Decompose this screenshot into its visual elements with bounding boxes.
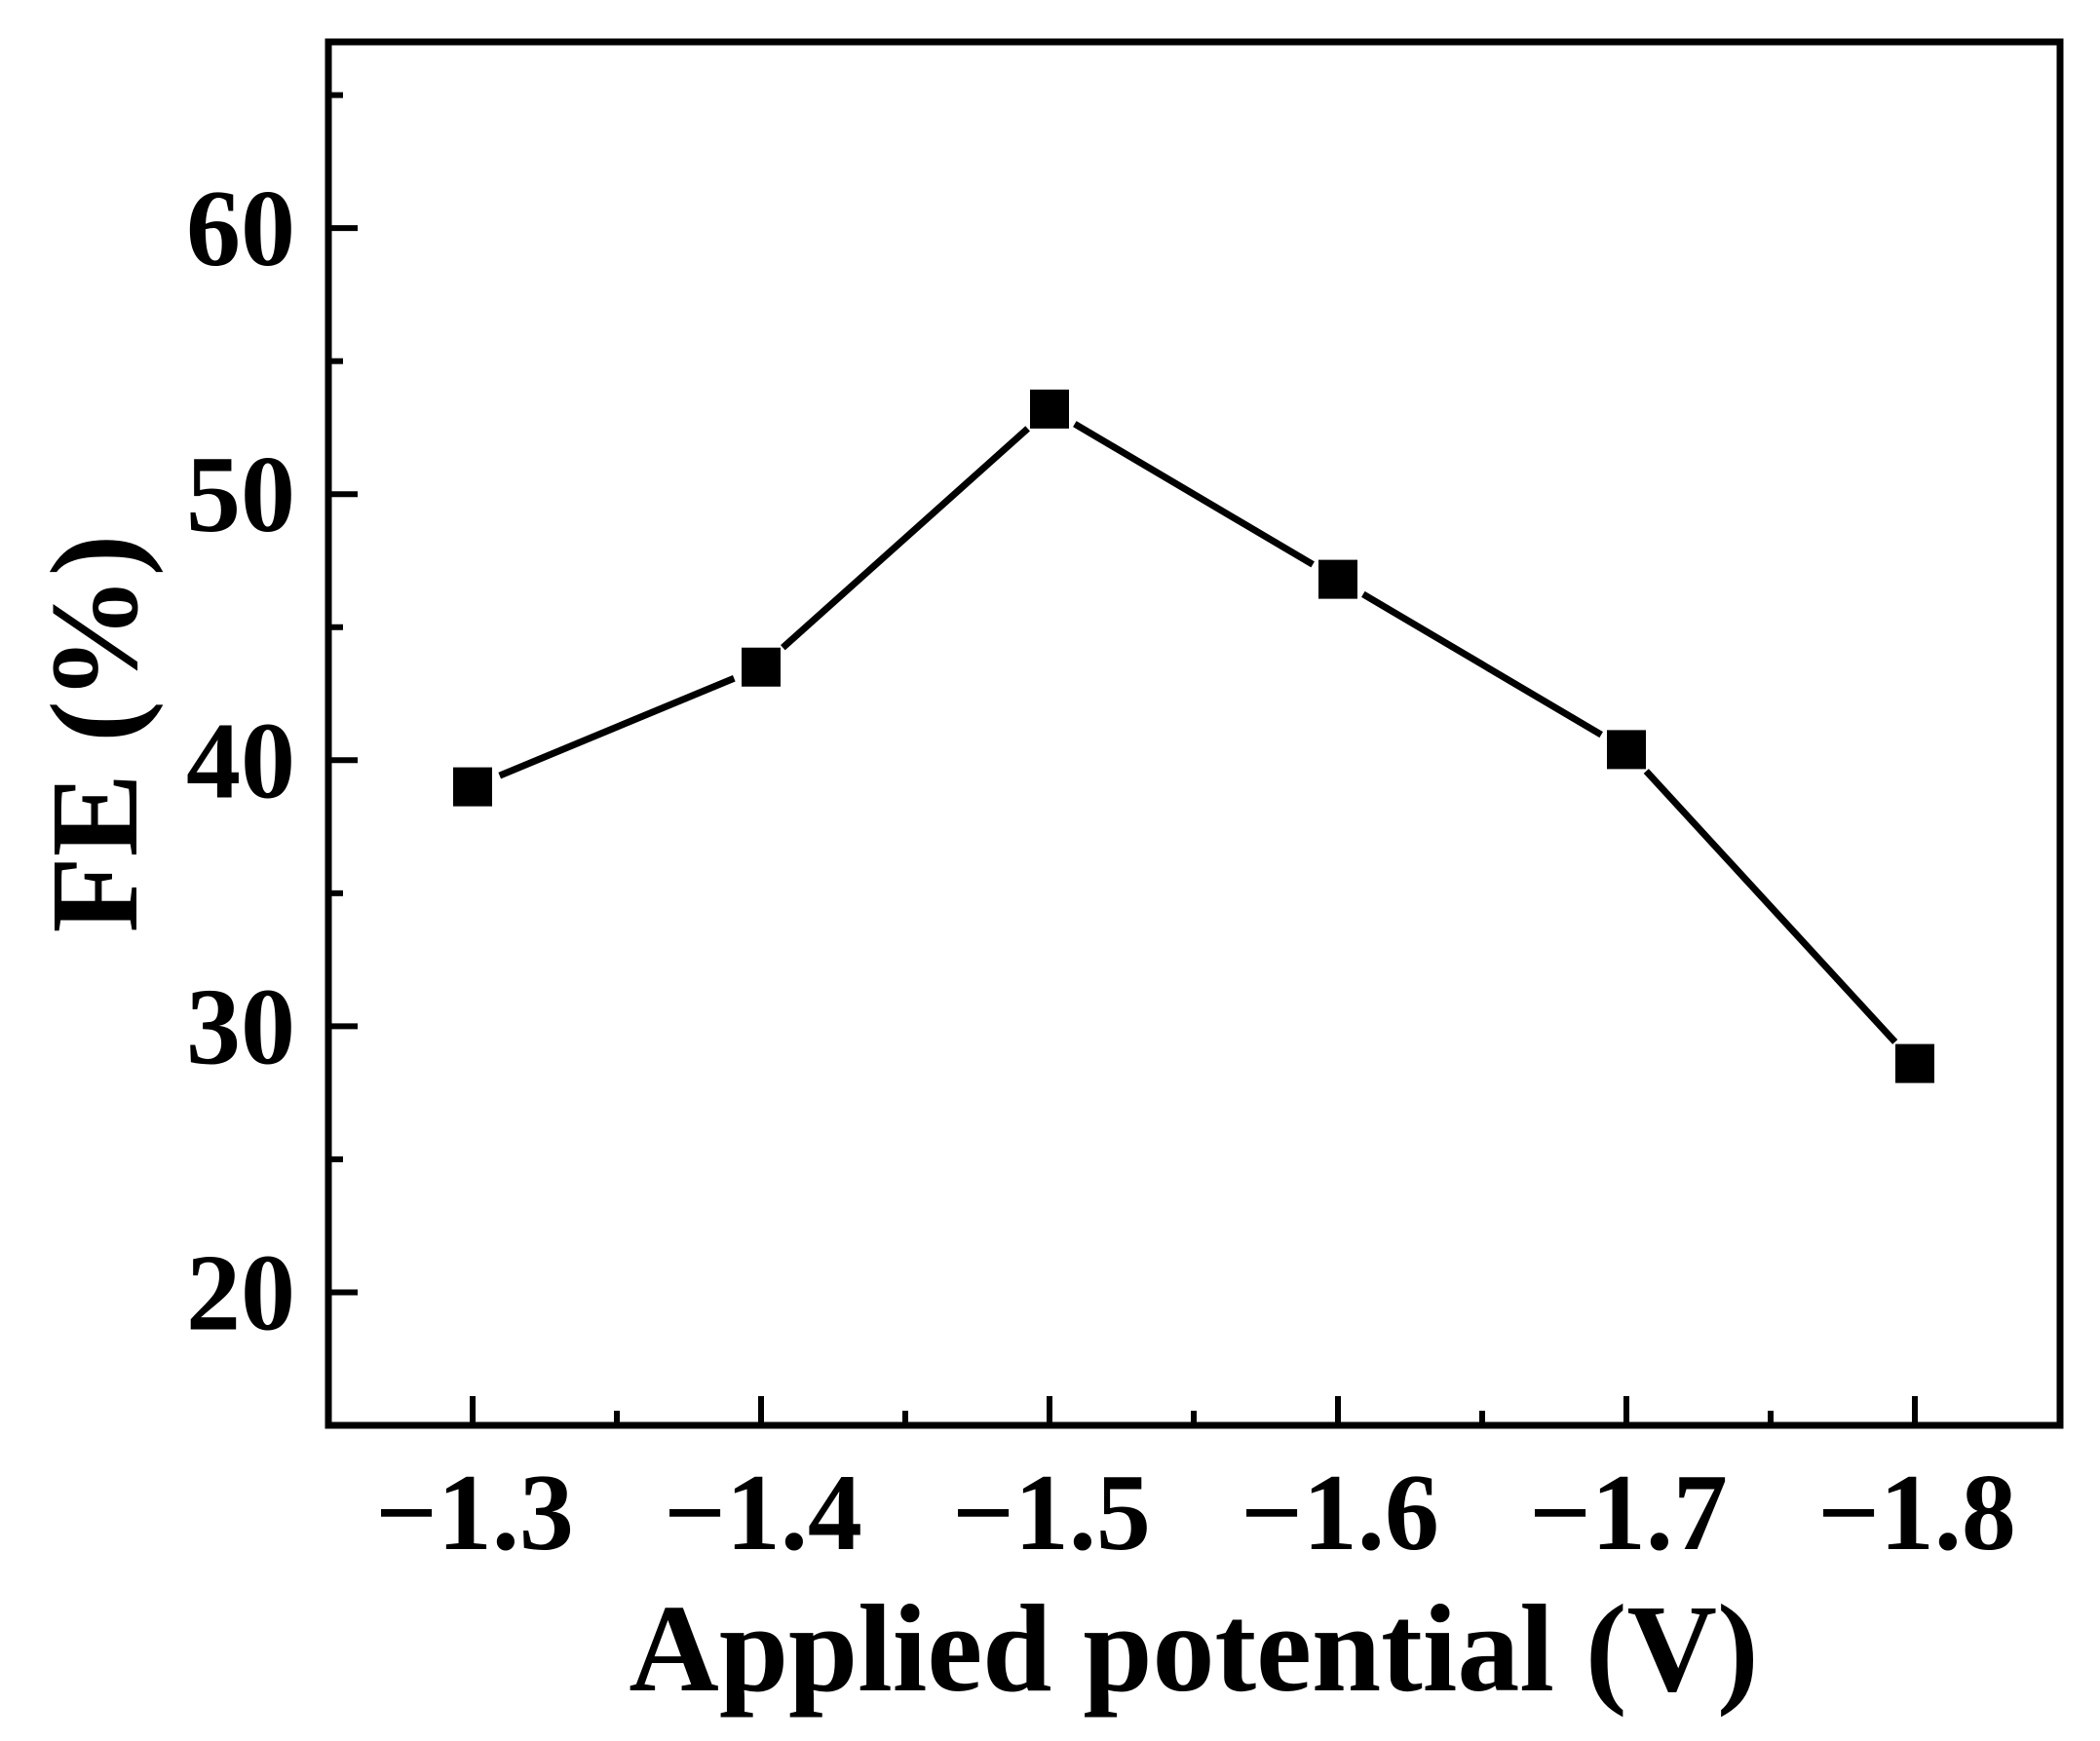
axis-ticks: [328, 92, 1918, 1425]
line-segment: [1073, 421, 1315, 568]
data-point-marker: [453, 767, 492, 807]
line-segment: [1361, 590, 1603, 738]
x-tick-label: −1.7: [1529, 1453, 1728, 1573]
data-point-marker: [1318, 559, 1357, 599]
data-markers: [453, 389, 1934, 1083]
y-tick-label: 20: [186, 1232, 295, 1353]
data-point-marker: [1895, 1043, 1934, 1083]
data-point-marker: [742, 647, 781, 687]
series-line: [498, 421, 1898, 1044]
x-tick-label: −1.4: [664, 1453, 862, 1573]
y-tick-label: 60: [186, 169, 295, 289]
y-axis-title: FE (%): [25, 535, 164, 933]
y-tick-label: 40: [186, 700, 295, 821]
line-segment: [781, 426, 1030, 651]
line-segment: [498, 675, 736, 779]
data-point-marker: [1607, 730, 1646, 770]
x-tick-label: −1.3: [375, 1453, 574, 1573]
data-point-marker: [1030, 389, 1069, 429]
plot-frame: [325, 38, 2064, 1429]
tick-labels: 20 30 40 50 60 −1.3 −1.4 −1.5 −1.6 −1.7 −1.8: [186, 169, 2016, 1573]
x-tick-label: −1.5: [952, 1453, 1151, 1573]
y-tick-label: 30: [186, 966, 295, 1087]
y-tick-label: 50: [186, 435, 295, 555]
x-tick-label: −1.8: [1817, 1453, 2016, 1573]
x-axis-title: Applied potential (V): [629, 1579, 1758, 1718]
x-tick-label: −1.6: [1241, 1453, 1439, 1573]
line-segment: [1643, 769, 1898, 1044]
